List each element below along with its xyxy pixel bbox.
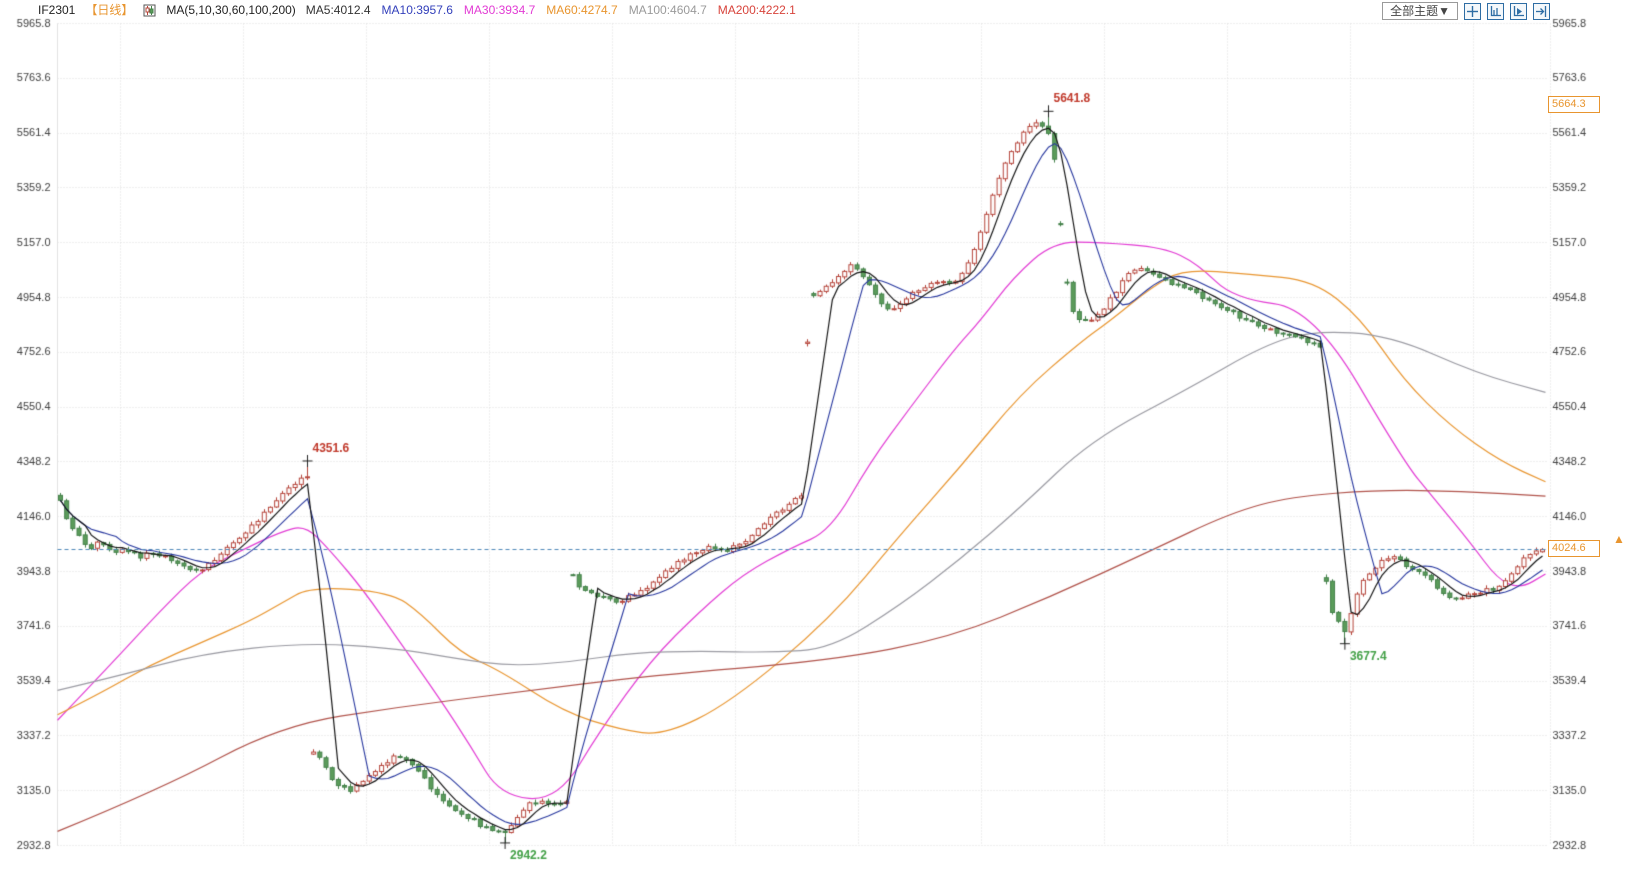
ma-value-label: MA200:4222.1 <box>717 3 796 17</box>
ma-group-label: MA(5,10,30,60,100,200) <box>166 3 296 17</box>
price-up-arrow-icon: ▲ <box>1613 532 1625 546</box>
ma-value-label: MA100:4604.7 <box>628 3 707 17</box>
symbol-label: IF2301 <box>38 3 76 17</box>
ma-legend: MA5:4012.4 MA10:3957.6 MA30:3934.7 MA60:427… <box>306 2 796 18</box>
ma-value-label: MA5:4012.4 <box>305 3 371 17</box>
shift-right-icon[interactable] <box>1533 2 1550 20</box>
candlestick-icon <box>143 4 156 17</box>
chart-controls: 全部主题▼ <box>1382 2 1550 20</box>
period-label: 【日线】 <box>85 3 134 17</box>
theme-dropdown-button[interactable]: 全部主题▼ <box>1382 2 1458 20</box>
chart-header: IF2301 【日线】 MA(5,10,30,60,100,200) MA5:4… <box>38 2 796 18</box>
last-price-tag: 4024.6 <box>1548 540 1600 557</box>
ma-value-label: MA10:3957.6 <box>381 3 453 17</box>
play-forward-icon[interactable] <box>1510 2 1527 20</box>
ma-value-label: MA30:3934.7 <box>463 3 536 17</box>
crosshair-icon[interactable] <box>1464 2 1481 20</box>
ma-value-label: MA60:4274.7 <box>546 3 618 17</box>
axis-scale-icon[interactable] <box>1487 2 1504 20</box>
marker-price-tag: 5664.3 <box>1548 96 1600 113</box>
